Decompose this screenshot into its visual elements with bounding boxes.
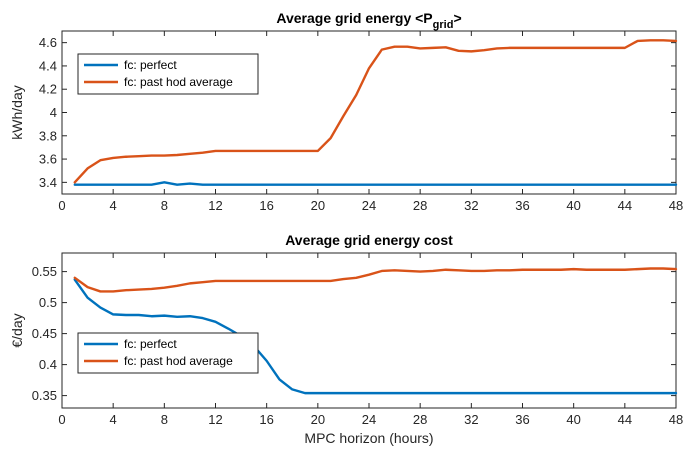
- y-tick-label: 3.4: [39, 175, 57, 190]
- y-tick-label: 0.45: [32, 326, 57, 341]
- x-tick-label: 0: [58, 412, 65, 427]
- x-tick-label: 48: [669, 412, 683, 427]
- chart-title: Average grid energy cost: [285, 232, 453, 248]
- x-tick-label: 12: [208, 412, 222, 427]
- x-tick-label: 28: [413, 412, 427, 427]
- y-axis-label: kWh/day: [9, 85, 25, 139]
- x-tick-label: 48: [669, 198, 683, 213]
- legend-entry: fc: past hod average: [124, 354, 233, 368]
- x-tick-label: 32: [464, 412, 478, 427]
- legend: fc: perfect fc: past hod average: [77, 53, 259, 95]
- series-line-past-hod: [73, 39, 678, 184]
- y-tick-label: 0.35: [32, 388, 57, 403]
- series-line-perfect: [73, 278, 678, 395]
- y-tick-label: 4.4: [39, 58, 57, 73]
- x-tick-label: 12: [208, 198, 222, 213]
- x-tick-label: 36: [515, 198, 529, 213]
- y-tick-label: 3.8: [39, 128, 57, 143]
- x-tick-label: 20: [311, 412, 325, 427]
- y-axis-label: €/day: [9, 313, 25, 347]
- y-tick-label: 0.4: [39, 357, 57, 372]
- legend-box: [77, 332, 259, 374]
- x-tick-label: 24: [362, 198, 376, 213]
- x-tick-label: 8: [161, 198, 168, 213]
- x-tick-label: 16: [259, 198, 273, 213]
- x-axis-label: MPC horizon (hours): [304, 430, 433, 446]
- x-tick-label: 4: [110, 198, 117, 213]
- legend-box: [77, 53, 259, 95]
- y-tick-label: 3.6: [39, 152, 57, 167]
- x-tick-label: 4: [110, 412, 117, 427]
- x-tick-label: 32: [464, 198, 478, 213]
- y-tick-label: 0.55: [32, 264, 57, 279]
- y-tick-label: 4.6: [39, 35, 57, 50]
- y-tick-label: 4.2: [39, 82, 57, 97]
- plot-area: [61, 252, 677, 409]
- x-tick-label: 44: [618, 412, 632, 427]
- y-tick-label: 4: [50, 105, 57, 120]
- series-line-past-hod: [73, 267, 678, 293]
- legend-entry: fc: past hod average: [124, 75, 233, 89]
- x-tick-label: 8: [161, 412, 168, 427]
- x-tick-label: 16: [259, 412, 273, 427]
- legend-entry: fc: perfect: [124, 337, 177, 351]
- x-tick-label: 36: [515, 412, 529, 427]
- legend-entry: fc: perfect: [124, 58, 177, 72]
- legend: fc: perfect fc: past hod average: [77, 332, 259, 374]
- chart-title: Average grid energy <Pgrid>: [276, 10, 461, 31]
- grid-energy-chart: Average grid energy <Pgrid>0 4 8 12 16 20 24 28…: [9, 10, 683, 213]
- x-tick-label: 40: [566, 412, 580, 427]
- x-tick-label: 20: [311, 198, 325, 213]
- x-tick-label: 28: [413, 198, 427, 213]
- x-tick-label: 0: [58, 198, 65, 213]
- x-tick-label: 44: [618, 198, 632, 213]
- series-line-perfect: [73, 181, 678, 186]
- x-tick-label: 40: [566, 198, 580, 213]
- x-tick-label: 24: [362, 412, 376, 427]
- y-tick-label: 0.5: [39, 295, 57, 310]
